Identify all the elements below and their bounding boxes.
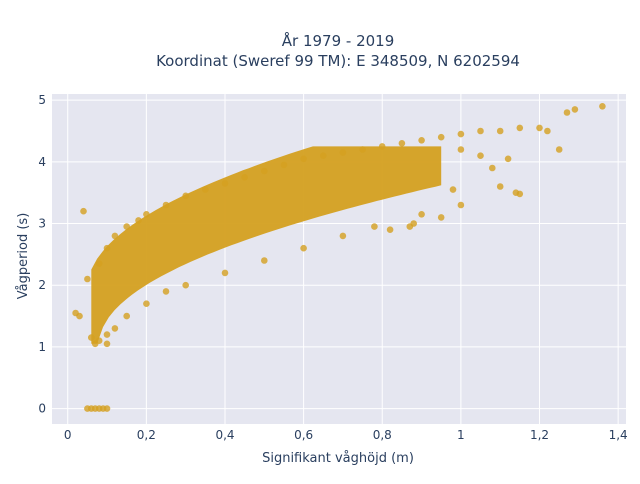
- y-tick-label: 5: [38, 93, 46, 107]
- data-point: [504, 155, 512, 163]
- y-tick-label: 2: [38, 278, 46, 292]
- data-point: [103, 244, 111, 252]
- data-point: [123, 312, 130, 320]
- data-point: [555, 146, 563, 153]
- y-tick-label: 4: [38, 155, 46, 169]
- data-point: [88, 334, 95, 341]
- x-axis-label: Signifikant våghöjd (m): [262, 451, 414, 466]
- data-point: [571, 106, 579, 113]
- y-tick-label: 1: [38, 340, 46, 354]
- data-point: [135, 217, 142, 224]
- data-point: [182, 281, 189, 289]
- x-tick-label: 1,4: [609, 428, 628, 442]
- data-point: [162, 288, 170, 295]
- data-point: [103, 405, 111, 412]
- data-point: [496, 183, 504, 190]
- data-point: [457, 130, 465, 138]
- data-point: [477, 152, 484, 159]
- y-tick-label: 0: [38, 402, 46, 416]
- data-point: [221, 269, 229, 277]
- data-point: [516, 124, 524, 132]
- data-point: [457, 146, 465, 153]
- data-point: [516, 190, 524, 198]
- data-point: [95, 337, 103, 345]
- data-point: [123, 223, 130, 230]
- y-axis-label: Vågperiod (s): [16, 213, 31, 300]
- data-point: [371, 223, 378, 230]
- y-tick-labels: 0 1 2 3 4 5: [38, 93, 46, 415]
- x-tick-label: 0,2: [137, 428, 156, 442]
- data-point: [162, 201, 170, 209]
- chart-title-line-2: Koordinat (Sweref 99 TM): E 348509, N 62…: [156, 52, 520, 70]
- data-point: [221, 180, 229, 187]
- data-point: [339, 149, 347, 156]
- data-point: [300, 155, 307, 163]
- data-point: [80, 207, 87, 215]
- data-point: [437, 133, 445, 141]
- data-point: [359, 146, 366, 153]
- data-point: [143, 300, 150, 308]
- x-tick-labels: 0 0,2 0,4 0,6 0,8 1 1,2 1,4: [64, 428, 628, 442]
- chart-title-line-1: År 1979 - 2019: [282, 31, 395, 50]
- data-point: [111, 325, 119, 332]
- data-point: [103, 340, 111, 348]
- data-point: [406, 223, 414, 230]
- data-point: [457, 201, 465, 209]
- data-point: [496, 127, 504, 135]
- data-point: [261, 167, 268, 175]
- data-point: [84, 275, 91, 283]
- data-point: [143, 211, 150, 218]
- data-point: [477, 127, 484, 135]
- data-point: [182, 192, 189, 200]
- x-tick-label: 0,6: [294, 428, 313, 442]
- data-point: [489, 164, 496, 172]
- data-point: [386, 226, 394, 233]
- data-point: [202, 186, 209, 193]
- data-point: [563, 109, 571, 116]
- data-point: [261, 257, 268, 264]
- data-point: [418, 211, 425, 218]
- data-point: [339, 232, 347, 240]
- x-tick-label: 0,8: [373, 428, 392, 442]
- data-point: [103, 331, 111, 338]
- data-point: [95, 260, 103, 267]
- data-point: [280, 161, 288, 169]
- x-tick-label: 0,4: [215, 428, 234, 442]
- x-tick-label: 0: [64, 428, 72, 442]
- data-point: [320, 152, 327, 159]
- density-band: [91, 146, 442, 344]
- data-points: [72, 103, 606, 412]
- data-point: [111, 232, 119, 240]
- data-point: [300, 244, 307, 252]
- data-point: [544, 127, 551, 135]
- data-point: [76, 312, 83, 320]
- data-point: [398, 140, 406, 147]
- x-tick-label: 1: [457, 428, 465, 442]
- x-tick-label: 1,2: [530, 428, 549, 442]
- data-point: [378, 143, 386, 150]
- data-point: [599, 103, 606, 110]
- data-point: [437, 214, 445, 221]
- data-point: [536, 124, 543, 132]
- y-tick-label: 3: [38, 217, 46, 231]
- data-point: [418, 137, 425, 144]
- density-cloud: [91, 146, 442, 344]
- data-point: [241, 174, 248, 181]
- data-point: [449, 186, 457, 193]
